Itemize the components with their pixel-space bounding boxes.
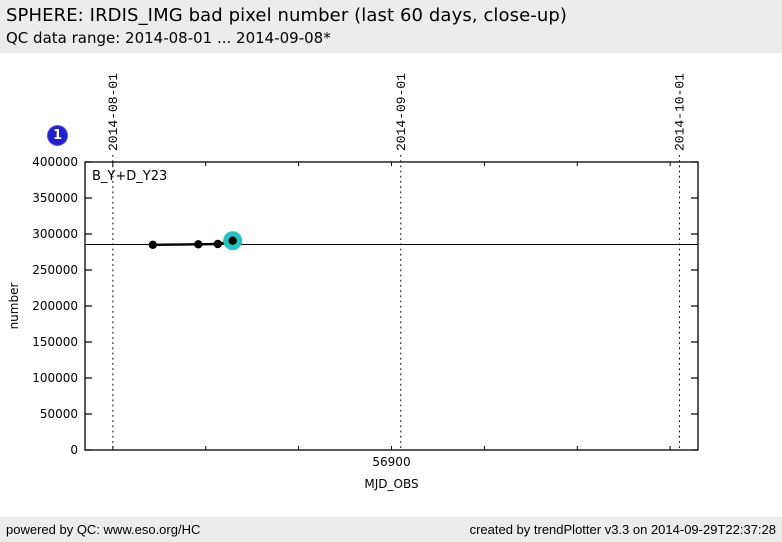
page-header: SPHERE: IRDIS_IMG bad pixel number (last… xyxy=(0,0,782,53)
qc-data-range: QC data range: 2014-08-01 ... 2014-09-08… xyxy=(6,29,331,47)
footer-created-by: created by trendPlotter v3.3 on 2014-09-… xyxy=(469,522,776,537)
data-point[interactable] xyxy=(228,236,237,245)
footer-powered-by: powered by QC: www.eso.org/HC xyxy=(6,522,201,537)
page-title: SPHERE: IRDIS_IMG bad pixel number (last… xyxy=(6,5,568,26)
y-axis-title: number xyxy=(7,283,21,330)
x-tick-label: 56900 xyxy=(372,455,410,469)
y-tick-label: 250000 xyxy=(32,263,78,277)
y-tick-label: 0 xyxy=(70,443,78,457)
plot-panel: 1 2014-08-01 2014-09-01 2014-10-01 0 50000 10… xyxy=(0,53,782,517)
data-point[interactable] xyxy=(148,240,158,249)
y-tick-label: 50000 xyxy=(40,407,78,421)
x-axis-title: MJD_OBS xyxy=(364,477,418,491)
trend-plot: 2014-08-01 2014-09-01 2014-10-01 0 50000 1000… xyxy=(7,73,699,491)
date-gridline-label: 2014-09-01 xyxy=(394,73,409,151)
date-gridline-label: 2014-08-01 xyxy=(106,73,121,151)
y-tick-label: 200000 xyxy=(32,299,78,313)
y-tick-label: 100000 xyxy=(32,371,78,385)
plot-border xyxy=(84,161,699,451)
y-tick-label: 150000 xyxy=(32,335,78,349)
page-footer: powered by QC: www.eso.org/HC created by… xyxy=(0,517,782,542)
y-tick-label: 350000 xyxy=(32,191,78,205)
series-label: B_Y+D_Y23 xyxy=(92,169,167,184)
y-tick-label: 400000 xyxy=(32,155,78,169)
data-point[interactable] xyxy=(194,240,203,249)
date-gridline-label: 2014-10-01 xyxy=(672,73,687,151)
data-point[interactable] xyxy=(213,239,223,249)
y-tick-label: 300000 xyxy=(32,227,78,241)
plot-index-badge[interactable]: 1 xyxy=(47,125,68,146)
